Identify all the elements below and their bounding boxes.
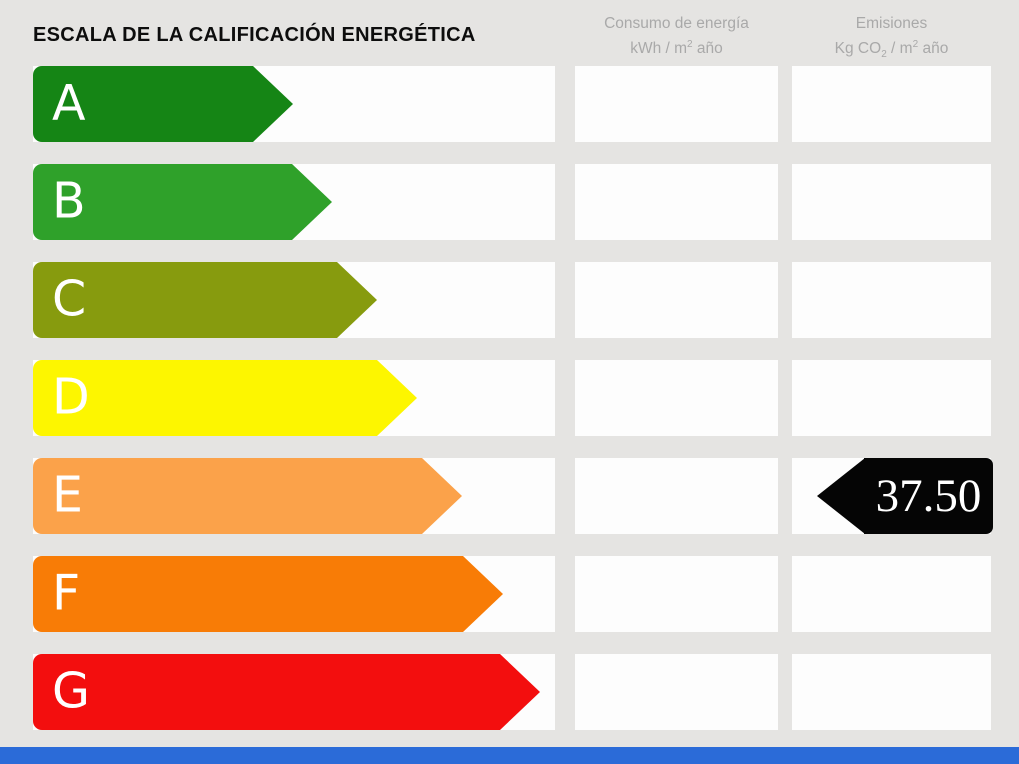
row-consumo-cell — [575, 360, 778, 436]
row-emisiones-cell — [792, 164, 991, 240]
row-consumo-cell — [575, 262, 778, 338]
rating-bar-d: D — [33, 360, 417, 436]
row-consumo-cell — [575, 654, 778, 730]
rating-bar-arrow-tip — [463, 556, 503, 632]
rating-letter: B — [52, 172, 86, 230]
rating-bar-b: B — [33, 164, 332, 240]
scale-row-d: D — [0, 360, 1019, 436]
scale-row-b: B — [0, 164, 1019, 240]
footer-accent-bar — [0, 747, 1019, 764]
scale-row-f: F — [0, 556, 1019, 632]
rating-letter: C — [52, 270, 87, 328]
rating-letter: E — [52, 466, 83, 524]
rating-bar-arrow-tip — [253, 66, 293, 142]
rating-bar-g: G — [33, 654, 540, 730]
column-header-consumo: Consumo de energía kWh / m2 año — [575, 11, 778, 61]
emissions-value: 37.50 — [875, 470, 982, 522]
row-consumo-cell — [575, 164, 778, 240]
row-emisiones-cell — [792, 66, 991, 142]
row-emisiones-cell — [792, 262, 991, 338]
rating-bar-arrow-tip — [337, 262, 377, 338]
rating-bar-e: E — [33, 458, 462, 534]
scale-row-a: A — [0, 66, 1019, 142]
rating-letter: G — [52, 662, 90, 720]
rating-bar-arrow-tip — [422, 458, 462, 534]
current-rating-arrow-body: 37.50 — [864, 458, 993, 534]
emisiones-header-line2: Kg CO2 / m2 año — [834, 38, 949, 61]
row-emisiones-cell — [792, 556, 991, 632]
rating-bar-arrow-tip — [500, 654, 540, 730]
current-rating-arrow: 37.50 — [817, 458, 993, 534]
scale-row-e: E 37.50 — [0, 458, 1019, 534]
rating-bar-a: A — [33, 66, 293, 142]
rating-letter: F — [52, 564, 81, 622]
rating-bar-arrow-tip — [292, 164, 332, 240]
row-consumo-cell — [575, 556, 778, 632]
page-title: ESCALA DE LA CALIFICACIÓN ENERGÉTICA — [33, 24, 476, 46]
row-consumo-cell — [575, 66, 778, 142]
current-rating-arrow-tip — [817, 458, 865, 534]
scale-row-c: C — [0, 262, 1019, 338]
rating-bar-arrow-tip — [377, 360, 417, 436]
rating-bar-c: C — [33, 262, 377, 338]
emisiones-header-line1: Emisiones — [855, 15, 928, 32]
rating-letter: A — [52, 74, 86, 132]
row-emisiones-cell — [792, 360, 991, 436]
column-header-emisiones: Emisiones Kg CO2 / m2 año — [792, 11, 991, 61]
row-consumo-cell — [575, 458, 778, 534]
rating-bar-f: F — [33, 556, 503, 632]
row-emisiones-cell — [792, 654, 991, 730]
rating-letter: D — [52, 368, 90, 426]
consumo-header-line2: kWh / m2 año — [630, 38, 723, 57]
scale-row-g: G — [0, 654, 1019, 730]
consumo-header-line1: Consumo de energía — [604, 15, 749, 32]
